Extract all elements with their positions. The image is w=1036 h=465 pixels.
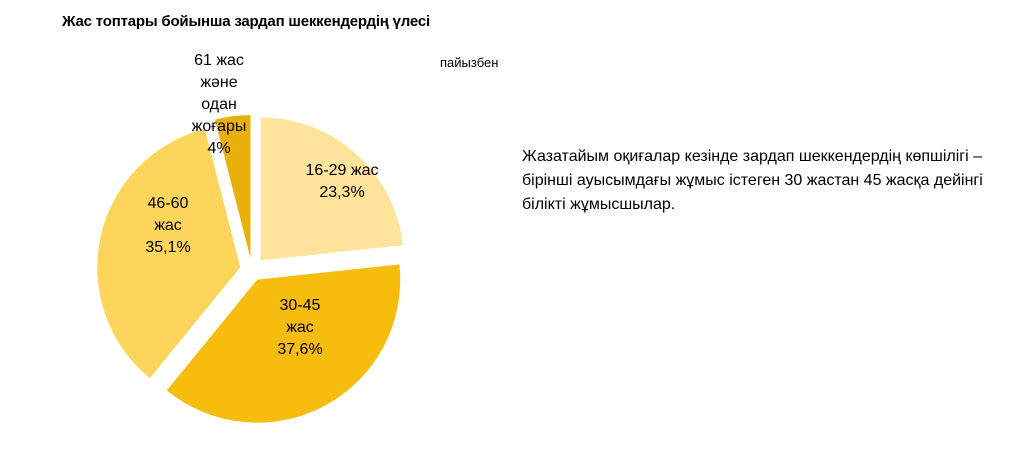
slice-61-plus: [214, 115, 251, 259]
slice-46-60: [97, 128, 241, 379]
chart-title: Жас топтары бойынша зардап шеккендердің …: [62, 13, 430, 30]
slice-30-45: [166, 264, 401, 423]
slice-46-60-label: 46-60 жас 35,1%: [145, 195, 190, 256]
slice-61-plus-label: 61 жас және одан жоғары 4%: [192, 52, 247, 157]
slice-30-45-label: 30-45 жас 37,6%: [277, 297, 322, 358]
slice-16-29-label: 16-29 жас 23,3%: [306, 162, 379, 201]
summary-note: Жазатайым оқиғалар кезінде зардап шеккен…: [522, 148, 983, 213]
slice-16-29: [260, 117, 403, 261]
unit-label: пайызбен: [440, 55, 499, 70]
pie-chart: 16-29 жас 23,3% 30-45 жас 37,6% 46-60 жас 35,1%…: [97, 52, 403, 423]
